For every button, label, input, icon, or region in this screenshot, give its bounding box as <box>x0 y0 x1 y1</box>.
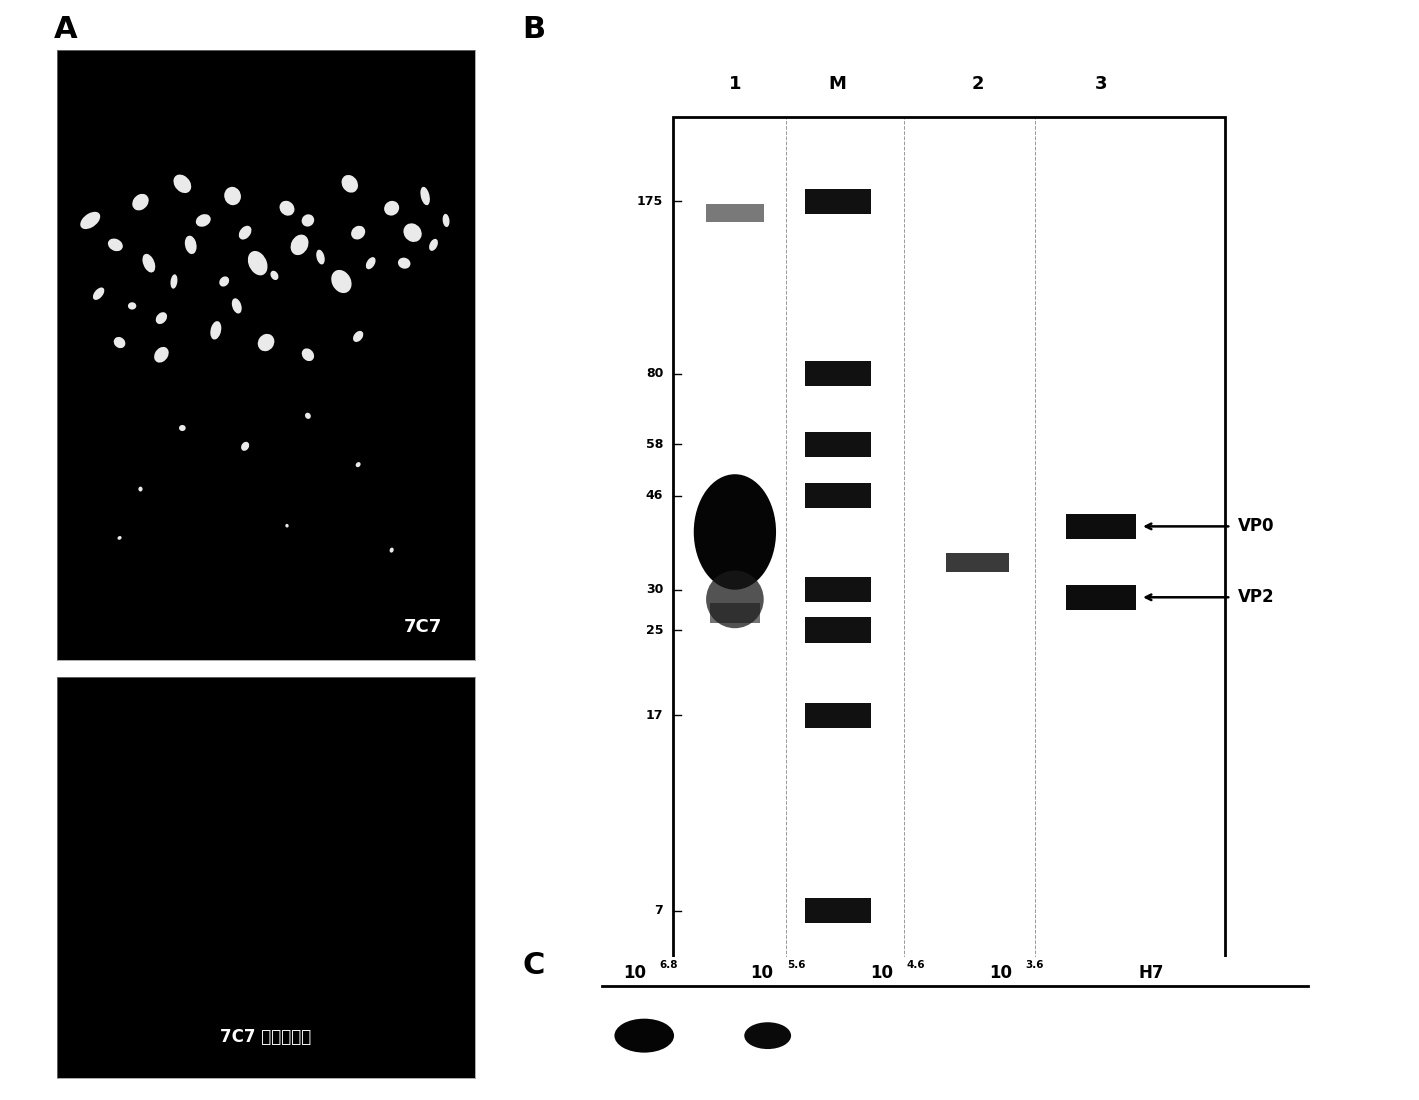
Text: 10: 10 <box>870 964 893 982</box>
Text: 10: 10 <box>989 964 1012 982</box>
Ellipse shape <box>139 486 142 492</box>
Ellipse shape <box>403 223 421 242</box>
Bar <box>805 483 871 508</box>
Ellipse shape <box>132 194 149 210</box>
Text: 10: 10 <box>751 964 773 982</box>
Text: 175: 175 <box>637 195 663 208</box>
Text: 2: 2 <box>972 75 983 92</box>
Text: 10: 10 <box>623 964 646 982</box>
Text: 58: 58 <box>646 438 663 451</box>
Ellipse shape <box>614 1019 674 1053</box>
Ellipse shape <box>707 571 763 628</box>
Ellipse shape <box>128 302 136 309</box>
Text: 46: 46 <box>646 490 663 502</box>
Ellipse shape <box>118 536 122 540</box>
Text: H7: H7 <box>1138 964 1164 982</box>
Ellipse shape <box>397 257 410 268</box>
Ellipse shape <box>356 462 360 468</box>
Bar <box>946 552 1009 572</box>
Bar <box>805 703 871 727</box>
Ellipse shape <box>342 175 358 192</box>
Text: 80: 80 <box>646 367 663 381</box>
Ellipse shape <box>179 425 186 431</box>
Ellipse shape <box>271 271 278 281</box>
Ellipse shape <box>443 213 450 227</box>
Ellipse shape <box>114 337 125 349</box>
Text: 7C7 未被感染的: 7C7 未被感染的 <box>220 1027 312 1046</box>
Ellipse shape <box>81 212 101 229</box>
Text: 5.6: 5.6 <box>788 959 806 969</box>
Bar <box>1066 514 1137 539</box>
Text: C: C <box>522 950 545 979</box>
Text: 3.6: 3.6 <box>1026 959 1044 969</box>
Ellipse shape <box>331 270 352 293</box>
Text: 17: 17 <box>646 708 663 722</box>
Ellipse shape <box>231 298 241 314</box>
Ellipse shape <box>184 235 197 254</box>
Text: 6.8: 6.8 <box>660 959 678 969</box>
Bar <box>805 432 871 456</box>
Ellipse shape <box>210 321 221 340</box>
Ellipse shape <box>92 287 105 300</box>
Bar <box>805 898 871 923</box>
Ellipse shape <box>280 201 295 216</box>
Bar <box>707 205 763 222</box>
Text: 30: 30 <box>646 583 663 596</box>
Ellipse shape <box>241 442 250 451</box>
Ellipse shape <box>429 239 438 251</box>
Text: 1: 1 <box>728 75 741 92</box>
Ellipse shape <box>366 257 376 270</box>
Ellipse shape <box>224 187 241 206</box>
Text: VP2: VP2 <box>1237 588 1274 606</box>
Bar <box>1066 585 1137 609</box>
Ellipse shape <box>390 548 393 552</box>
Ellipse shape <box>745 1022 792 1049</box>
Text: A: A <box>54 15 78 44</box>
Ellipse shape <box>420 187 430 206</box>
Ellipse shape <box>220 276 228 287</box>
Ellipse shape <box>108 239 123 251</box>
Text: 4.6: 4.6 <box>907 959 925 969</box>
Text: B: B <box>522 15 545 44</box>
Ellipse shape <box>385 201 399 216</box>
Bar <box>673 117 1225 964</box>
Ellipse shape <box>302 349 314 361</box>
Ellipse shape <box>285 524 288 528</box>
Bar <box>710 604 759 623</box>
Text: 3: 3 <box>1095 75 1107 92</box>
Ellipse shape <box>248 251 268 275</box>
Ellipse shape <box>694 474 776 590</box>
Bar <box>805 578 871 603</box>
Ellipse shape <box>350 226 365 240</box>
Ellipse shape <box>302 214 314 227</box>
Ellipse shape <box>173 175 192 194</box>
Ellipse shape <box>196 214 211 227</box>
Ellipse shape <box>291 234 308 255</box>
Ellipse shape <box>156 312 167 324</box>
Text: 25: 25 <box>646 624 663 637</box>
Bar <box>805 617 871 642</box>
Text: 7C7: 7C7 <box>403 617 441 636</box>
Ellipse shape <box>305 412 311 419</box>
Text: 7: 7 <box>654 904 663 917</box>
Ellipse shape <box>353 331 363 342</box>
Ellipse shape <box>258 334 274 351</box>
Ellipse shape <box>170 274 177 288</box>
Ellipse shape <box>155 346 169 363</box>
Bar <box>805 188 871 213</box>
Ellipse shape <box>316 250 325 264</box>
Ellipse shape <box>238 226 251 240</box>
Text: M: M <box>829 75 847 92</box>
Text: VP0: VP0 <box>1237 517 1274 536</box>
Ellipse shape <box>142 254 155 273</box>
Bar <box>805 361 871 386</box>
